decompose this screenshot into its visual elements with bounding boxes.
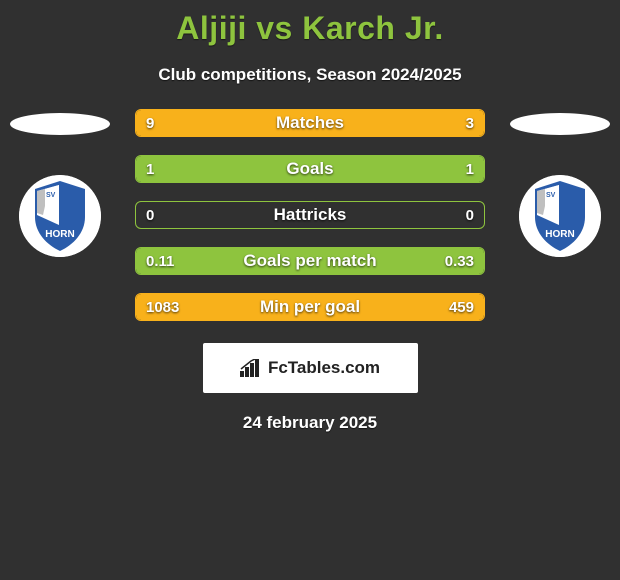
stat-row: Min per goal1083459 xyxy=(135,293,485,321)
club-logo-right: HORN SV xyxy=(519,175,601,257)
sv-horn-logo-icon: HORN SV xyxy=(519,175,601,257)
stat-fill-left xyxy=(136,110,397,136)
player-right-column: HORN SV xyxy=(510,113,610,257)
stat-bar: Min per goal1083459 xyxy=(135,293,485,321)
stat-bar: Goals11 xyxy=(135,155,485,183)
svg-text:HORN: HORN xyxy=(545,229,574,240)
sv-horn-logo-icon: HORN SV xyxy=(19,175,101,257)
stat-label: Hattricks xyxy=(136,202,484,228)
stat-row: Hattricks0 0 xyxy=(135,201,485,229)
stat-value-left: 0 xyxy=(136,202,164,228)
svg-text:SV: SV xyxy=(46,192,56,199)
player-silhouette-icon xyxy=(10,113,110,135)
page-title: Aljiji vs Karch Jr. xyxy=(0,0,620,47)
stat-fill-right xyxy=(220,248,484,274)
brand-text: FcTables.com xyxy=(268,358,380,378)
stat-bar: Hattricks0 0 xyxy=(135,201,485,229)
svg-text:SV: SV xyxy=(546,192,556,199)
stat-fill-left xyxy=(136,156,310,182)
content: HORN SV HORN SV Matches93 Goals11 Hattrick… xyxy=(0,109,620,433)
stat-row: Goals11 xyxy=(135,155,485,183)
stat-fill-left xyxy=(136,294,380,320)
club-logo-left: HORN SV xyxy=(19,175,101,257)
brand-badge: FcTables.com xyxy=(203,343,418,393)
stat-bar: Goals per match0.110.33 xyxy=(135,247,485,275)
bar-chart-icon xyxy=(240,359,262,377)
stat-bar: Matches93 xyxy=(135,109,485,137)
stat-row: Goals per match0.110.33 xyxy=(135,247,485,275)
stat-fill-right xyxy=(380,294,484,320)
svg-text:HORN: HORN xyxy=(45,229,74,240)
stat-fill-right xyxy=(397,110,484,136)
page-subtitle: Club competitions, Season 2024/2025 xyxy=(0,65,620,85)
player-silhouette-icon xyxy=(510,113,610,135)
stat-fill-left xyxy=(136,248,220,274)
player-left-column: HORN SV xyxy=(10,113,110,257)
stat-row: Matches93 xyxy=(135,109,485,137)
stats-bars: Matches93 Goals11 Hattricks0 0 Goals per mat… xyxy=(135,109,485,321)
stat-value-right: 0 xyxy=(456,202,484,228)
footer-date: 24 february 2025 xyxy=(0,413,620,433)
stat-fill-right xyxy=(310,156,484,182)
